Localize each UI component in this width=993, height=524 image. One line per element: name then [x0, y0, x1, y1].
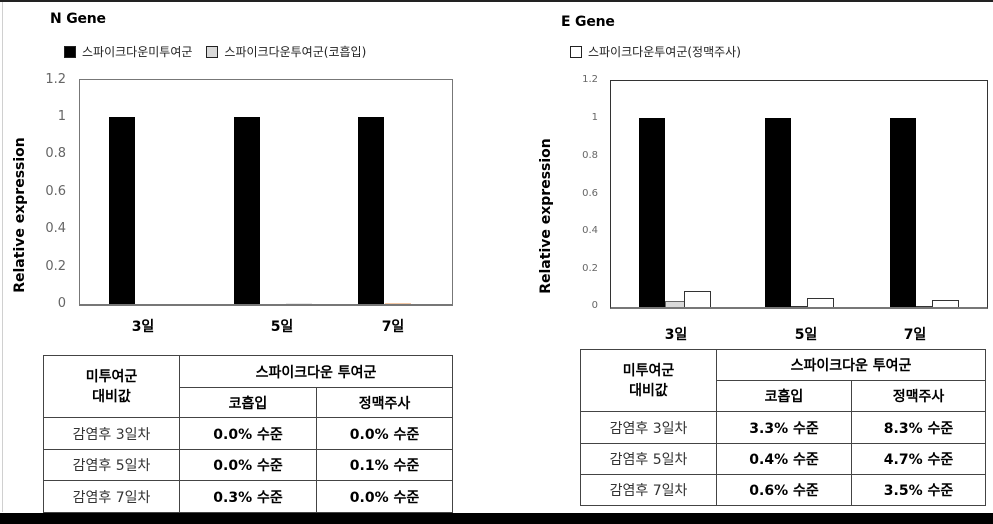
bar-untreated-day3	[639, 118, 665, 307]
cell-value: 4.7% 수준	[851, 443, 986, 475]
table-group-header: 스파이크다운 투여군	[179, 355, 453, 388]
cell-value: 0.0% 수준	[179, 449, 317, 481]
y-axis-label: Relative expression	[538, 138, 554, 294]
cell-value: 0.0% 수준	[316, 417, 453, 450]
bar-untreated-day7	[358, 117, 384, 304]
bar-untreated-day3	[109, 117, 135, 304]
bar-intranasal-day5	[791, 306, 809, 307]
x-tick-day7: 7일	[381, 319, 405, 335]
row-label: 감염후 7일차	[580, 474, 717, 506]
e-gene-legend: 스파이크다운투여군(정맥주사)	[570, 43, 755, 60]
left-edge-line	[2, 2, 3, 512]
row-label: 감염후 3일차	[580, 411, 717, 444]
table-row: 감염후 7일차 0.6% 수준 3.5% 수준	[580, 474, 986, 506]
y-tick: 0.4	[45, 221, 66, 236]
y-tick: 0.8	[45, 146, 66, 161]
row-label: 감염후 5일차	[43, 449, 180, 481]
y-tick: 0.2	[582, 263, 598, 274]
e-gene-title: E Gene	[561, 14, 615, 30]
row-label: 감염후 7일차	[43, 480, 180, 513]
row-label: 감염후 3일차	[43, 417, 180, 450]
y-axis-label: Relative expression	[12, 137, 28, 293]
n-gene-table: 미투여군 대비값 스파이크다운 투여군 코흡입 정맥주사 감염후 3일차 0.0…	[43, 355, 453, 513]
n-gene-plot-area	[79, 79, 453, 306]
bar-untreated-day5	[234, 117, 260, 304]
bar-untreated-day7	[890, 118, 916, 307]
bar-iv-day3	[684, 291, 711, 307]
cell-value: 0.4% 수준	[716, 443, 852, 475]
y-tick: 1	[591, 112, 598, 123]
table-subheader-iv: 정맥주사	[316, 387, 453, 418]
legend-swatch-black-icon	[64, 45, 76, 58]
e-gene-plot-area	[610, 80, 988, 309]
bar-intranasal-day3	[665, 301, 685, 307]
corner-line1: 미투여군	[622, 362, 675, 379]
table-subheader-iv: 정맥주사	[851, 380, 986, 412]
table-row: 감염후 5일차 0.0% 수준 0.1% 수준	[43, 449, 453, 481]
x-tick-day7: 7일	[903, 327, 927, 343]
table-group-header: 스파이크다운 투여군	[716, 349, 986, 381]
cell-value: 3.3% 수준	[716, 411, 852, 444]
legend-label: 스파이크다운투여군(정맥주사)	[588, 45, 741, 59]
y-tick: 0.6	[45, 184, 66, 199]
y-tick: 0.2	[45, 259, 66, 274]
e-gene-table: 미투여군 대비값 스파이크다운 투여군 코흡입 정맥주사 감염후 3일차 3.3…	[580, 349, 986, 506]
cell-value: 0.0% 수준	[179, 417, 317, 450]
legend-label: 스파이크다운투여군(코흡입)	[224, 45, 367, 59]
table-subheader-intranasal: 코흡입	[179, 387, 317, 418]
cell-value: 3.5% 수준	[851, 474, 986, 506]
bar-intranasal-day7	[916, 306, 932, 307]
cell-value: 8.3% 수준	[851, 411, 986, 444]
corner-line2: 대비값	[92, 388, 131, 405]
y-tick: 1.2	[582, 74, 598, 85]
legend-item-intranasal: 스파이크다운투여군(코흡입)	[206, 43, 366, 60]
table-row: 감염후 3일차 3.3% 수준 8.3% 수준	[580, 411, 986, 444]
table-row: 감염후 7일차 0.3% 수준 0.0% 수준	[43, 480, 453, 513]
y-tick: 0.4	[582, 225, 598, 236]
x-tick-day3: 3일	[131, 319, 155, 335]
legend-item-untreated: 스파이크다운미투여군	[64, 43, 192, 60]
table-subheader-intranasal: 코흡입	[716, 380, 852, 412]
table-row: 감염후 5일차 0.4% 수준 4.7% 수준	[580, 443, 986, 475]
corner-line2: 대비값	[629, 382, 668, 399]
x-tick-day5: 5일	[794, 327, 818, 343]
x-tick-day5: 5일	[270, 319, 294, 335]
bar-iv-day7	[932, 300, 959, 307]
legend-label: 스파이크다운미투여군	[82, 45, 193, 59]
y-tick: 0.8	[582, 150, 598, 161]
row-label: 감염후 5일차	[580, 443, 717, 475]
bar-iv-day5	[286, 303, 312, 304]
cell-value: 0.0% 수준	[316, 480, 453, 513]
top-border	[0, 0, 993, 2]
legend-item-iv: 스파이크다운투여군(정맥주사)	[570, 43, 741, 60]
table-row: 감염후 3일차 0.0% 수준 0.0% 수준	[43, 417, 453, 450]
x-tick-day3: 3일	[664, 327, 688, 343]
n-gene-legend: 스파이크다운미투여군 스파이크다운투여군(코흡입)	[64, 43, 380, 60]
bar-untreated-day5	[765, 118, 791, 307]
table-corner-header: 미투여군 대비값	[580, 349, 717, 412]
corner-line1: 미투여군	[85, 368, 138, 385]
n-gene-title: N Gene	[50, 11, 106, 27]
y-tick: 1	[57, 109, 66, 124]
legend-swatch-gray-icon	[206, 45, 219, 58]
legend-swatch-white-icon	[570, 45, 582, 58]
bar-intranasal-day7	[385, 303, 411, 304]
y-tick: 0.6	[582, 188, 598, 199]
cell-value: 0.6% 수준	[716, 474, 852, 506]
cell-value: 0.1% 수준	[316, 449, 453, 481]
y-tick: 0	[591, 300, 598, 311]
bottom-black-bar	[0, 513, 993, 524]
y-tick: 0	[57, 296, 66, 311]
y-tick: 1.2	[45, 72, 66, 87]
cell-value: 0.3% 수준	[179, 480, 317, 513]
table-corner-header: 미투여군 대비값	[43, 355, 180, 418]
bar-iv-day5	[807, 298, 834, 307]
